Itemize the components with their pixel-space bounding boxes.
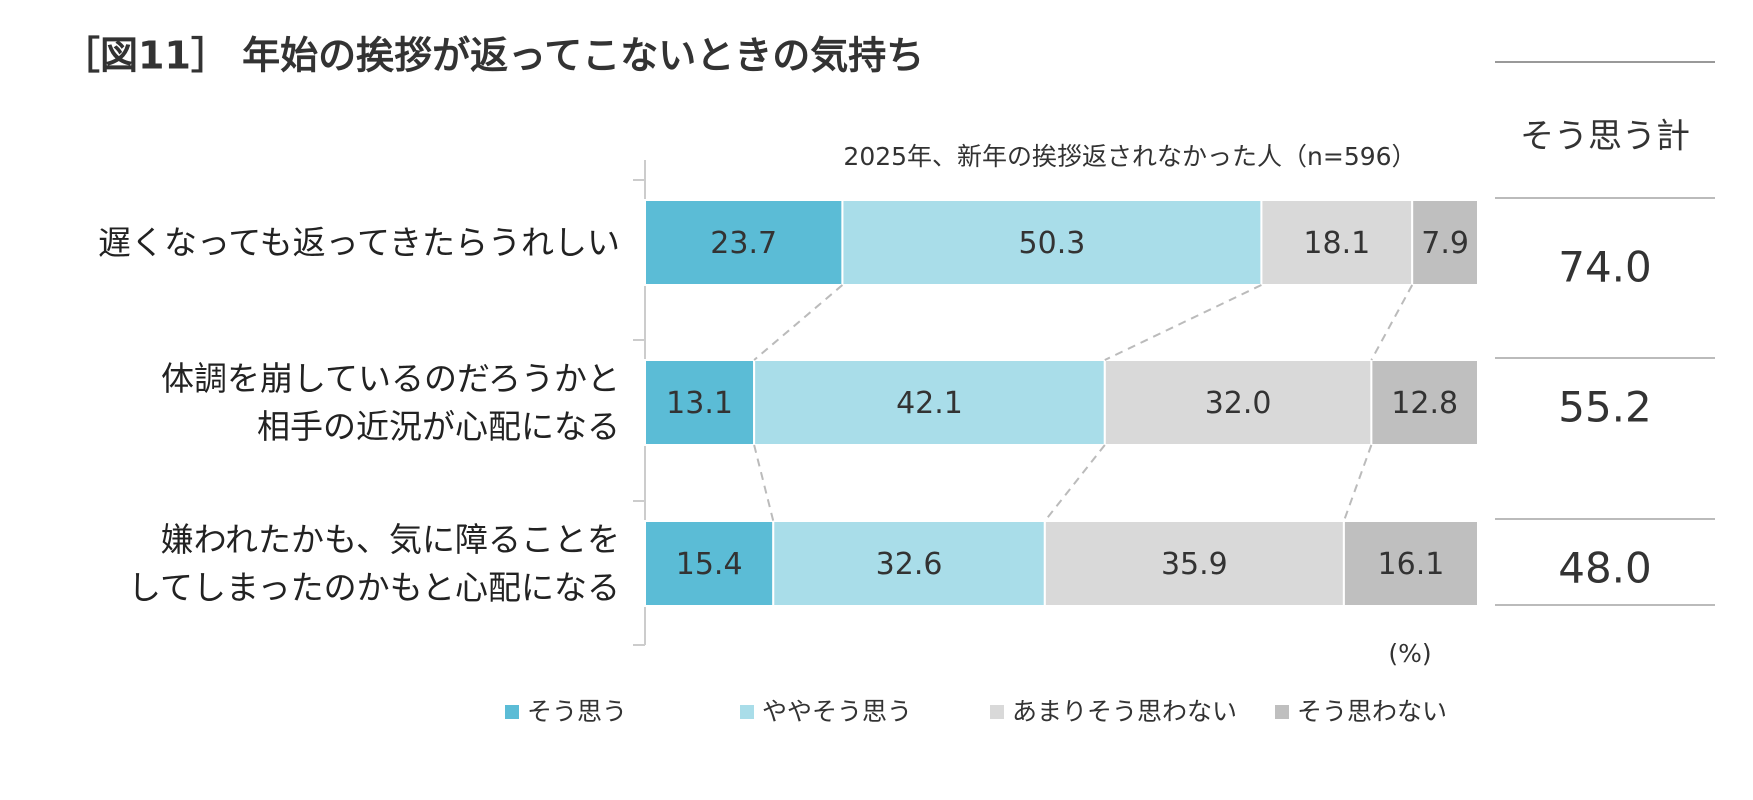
connector (1342, 444, 1373, 522)
summary-value: 74.0 (1558, 243, 1652, 292)
data-label: 42.1 (896, 386, 963, 421)
data-label: 50.3 (1019, 226, 1086, 261)
data-label: 15.4 (676, 547, 743, 582)
bar-segment (644, 199, 844, 286)
connector (753, 284, 844, 361)
chart-title: ［図11］ 年始の挨拶が返ってこないときの気持ち (62, 34, 924, 78)
legend-label: そう思わない (1297, 697, 1447, 726)
legend-label: そう思う (527, 697, 627, 726)
summary-value: 48.0 (1558, 544, 1652, 593)
y-tick-label: 遅くなっても返ってきたらうれしい (97, 222, 620, 262)
legend-swatch (740, 705, 754, 719)
legend-label: ややそう思う (762, 697, 912, 726)
bar-segment (644, 359, 756, 446)
bar-segment (1370, 359, 1479, 446)
data-label: 16.1 (1378, 547, 1445, 582)
data-label: 35.9 (1161, 547, 1228, 582)
data-label: 32.6 (876, 547, 943, 582)
unit: (%) (1388, 639, 1431, 668)
y-tick-label: 体調を崩しているのだろうかと 相手の近況が心配になる (160, 358, 620, 446)
data-label: 13.1 (666, 386, 733, 421)
bar-segment (772, 520, 1046, 607)
legend-swatch (505, 705, 519, 719)
bar-segment (1260, 199, 1414, 286)
data-label: 12.8 (1391, 386, 1458, 421)
summary-title: そう思う計 (1520, 117, 1690, 157)
data-label: 18.1 (1303, 226, 1370, 261)
summary-value: 55.2 (1558, 383, 1652, 432)
legend-label: あまりそう思わない (1012, 697, 1237, 726)
connector (1104, 284, 1262, 361)
connector (1044, 444, 1106, 522)
y-tick-label: 嫌われたかも、気に障ることを してしまったのかもと心配になる (127, 519, 620, 607)
data-label: 7.9 (1421, 226, 1469, 261)
subtitle: 2025年、新年の挨拶返されなかった人（n=596） (843, 142, 1416, 171)
connector (1370, 284, 1414, 361)
bar-segment (841, 199, 1263, 286)
bar-segment (644, 520, 775, 607)
bar-segment (1342, 520, 1479, 607)
data-label: 23.7 (710, 226, 777, 261)
data-label: 32.0 (1205, 386, 1272, 421)
bar-segment (1411, 199, 1479, 286)
legend-swatch (1275, 705, 1289, 719)
connector (753, 444, 775, 522)
bar-segment (1103, 359, 1373, 446)
legend-swatch (990, 705, 1004, 719)
